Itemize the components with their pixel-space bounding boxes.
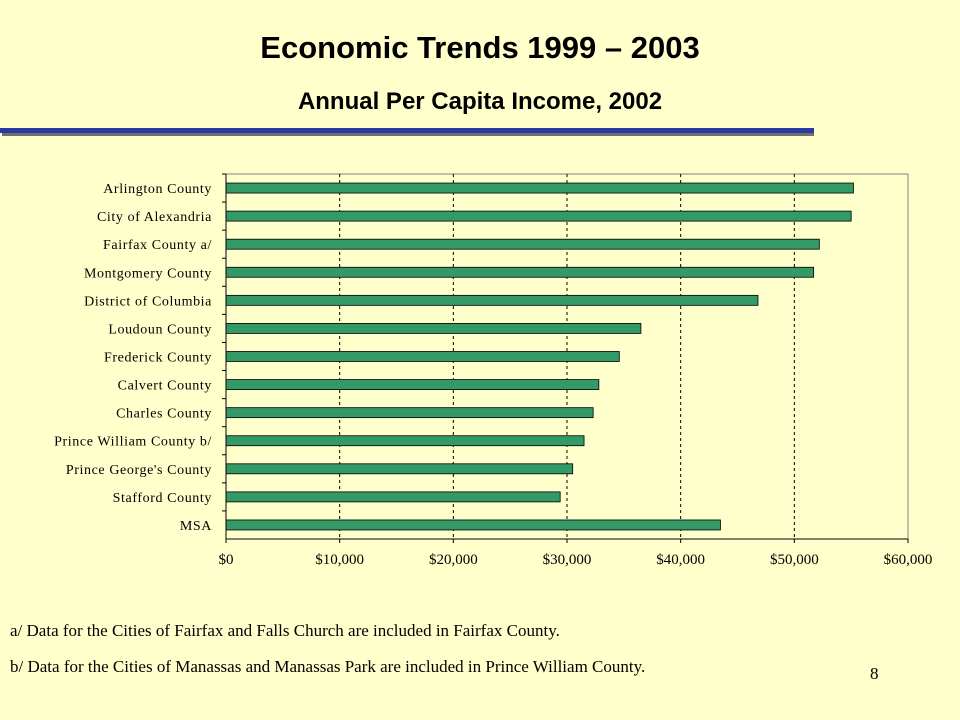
slide-subtitle: Annual Per Capita Income, 2002: [297, 88, 663, 115]
bar: [225, 210, 852, 222]
x-tick-label: $60,000: [884, 552, 933, 568]
bar: [225, 379, 600, 390]
x-tick-label: $30,000: [543, 552, 592, 568]
category-label: Loudoun County: [108, 322, 212, 337]
title-rule-shadow: [2, 132, 814, 136]
x-tick-label: $10,000: [315, 552, 364, 568]
category-label: Calvert County: [118, 379, 212, 394]
footnote-b: b/ Data for the Cities of Manassas and M…: [10, 657, 646, 676]
bar: [225, 463, 574, 475]
category-label: Prince George's County: [66, 463, 212, 478]
bar: [225, 182, 854, 194]
category-label: Fairfax County a/: [103, 238, 212, 253]
bar: [225, 519, 721, 531]
x-tick-label: $0: [219, 552, 234, 568]
bar: [225, 351, 620, 362]
bar: [225, 435, 585, 447]
title-rule: [0, 128, 814, 133]
category-label: Stafford County: [113, 491, 212, 506]
bar: [225, 323, 642, 334]
category-label: Montgomery County: [84, 266, 212, 281]
income-bar-chart: $0 $10,000 $20,000 $30,000 $40,000 $50,000 $60…: [54, 173, 933, 568]
category-label: Charles County: [116, 407, 212, 422]
bar: [225, 266, 815, 278]
bar: [225, 407, 594, 419]
x-tick-label: $50,000: [770, 552, 819, 568]
bar: [225, 491, 561, 503]
category-label: Frederick County: [104, 351, 212, 366]
x-tick-label: $40,000: [656, 552, 705, 568]
category-label: City of Alexandria: [97, 210, 212, 225]
category-label: Prince William County b/: [54, 435, 212, 450]
category-label: MSA: [180, 519, 212, 534]
category-label: Arlington County: [103, 182, 212, 197]
bar: [225, 294, 759, 306]
footnote-a: a/ Data for the Cities of Fairfax and Fa…: [10, 621, 560, 640]
slide-title: Economic Trends 1999 – 2003: [260, 30, 700, 65]
x-tick-label: $20,000: [429, 552, 478, 568]
bar: [225, 238, 820, 250]
page-number: 8: [870, 664, 879, 683]
category-label: District of Columbia: [84, 294, 212, 309]
